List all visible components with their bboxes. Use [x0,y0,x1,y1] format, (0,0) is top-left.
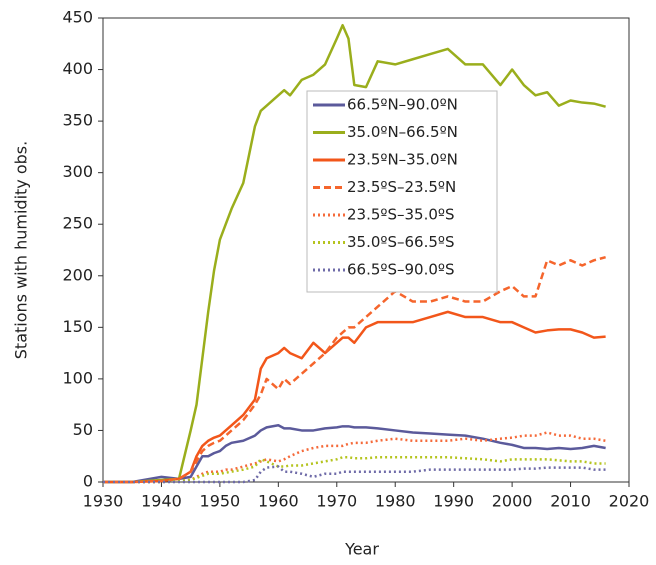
data-line [103,456,606,484]
plot-frame [102,17,630,483]
x-tick-label: 2010 [550,492,591,511]
legend-label: 66.5ºN–90.0ºN [347,96,458,114]
legend: 66.5ºN–90.0ºN 35.0ºN–66.5ºN 23.5ºN–35.0ºN 2… [306,90,498,293]
legend-label: 23.5ºS–35.0ºS [347,206,454,224]
y-tick-label: 400 [62,59,93,78]
y-axis-label: Stations with humidity obs. [12,141,31,359]
legend-label: 35.0ºN–66.5ºN [347,123,458,141]
y-tick-label: 250 [62,214,93,233]
y-tick-label: 350 [62,111,93,130]
x-axis-label: Year [344,540,379,559]
x-tick-label: 1990 [433,492,474,511]
data-line [103,23,606,484]
y-tick-label: 50 [73,420,93,439]
legend-label: 23.5ºS–23.5ºN [347,178,456,196]
x-tick-label: 1960 [258,492,299,511]
y-tick-label: 150 [62,317,93,336]
data-line [103,310,606,484]
data-line [103,465,606,484]
legend-label: 23.5ºN–35.0ºN [347,151,458,169]
legend-box [306,90,498,293]
y-tick-label: 200 [62,265,93,284]
x-tick-label: 1940 [141,492,182,511]
legend-label: 66.5ºS–90.0ºS [347,261,454,279]
x-tick-label: 2020 [609,492,650,511]
y-tick-label: 0 [83,472,93,491]
x-tick-label: 1930 [83,492,124,511]
x-tick-label: 1970 [316,492,357,511]
x-tick-label: 2000 [492,492,533,511]
legend-label: 35.0ºS–66.5ºS [347,233,454,251]
data-line [103,256,606,484]
y-tick-label: 450 [62,8,93,27]
x-tick-label: 1950 [200,492,241,511]
data-line [103,424,606,484]
x-tick-label: 1980 [375,492,416,511]
data-line [103,431,606,484]
y-tick-label: 100 [62,368,93,387]
y-tick-label: 300 [62,162,93,181]
